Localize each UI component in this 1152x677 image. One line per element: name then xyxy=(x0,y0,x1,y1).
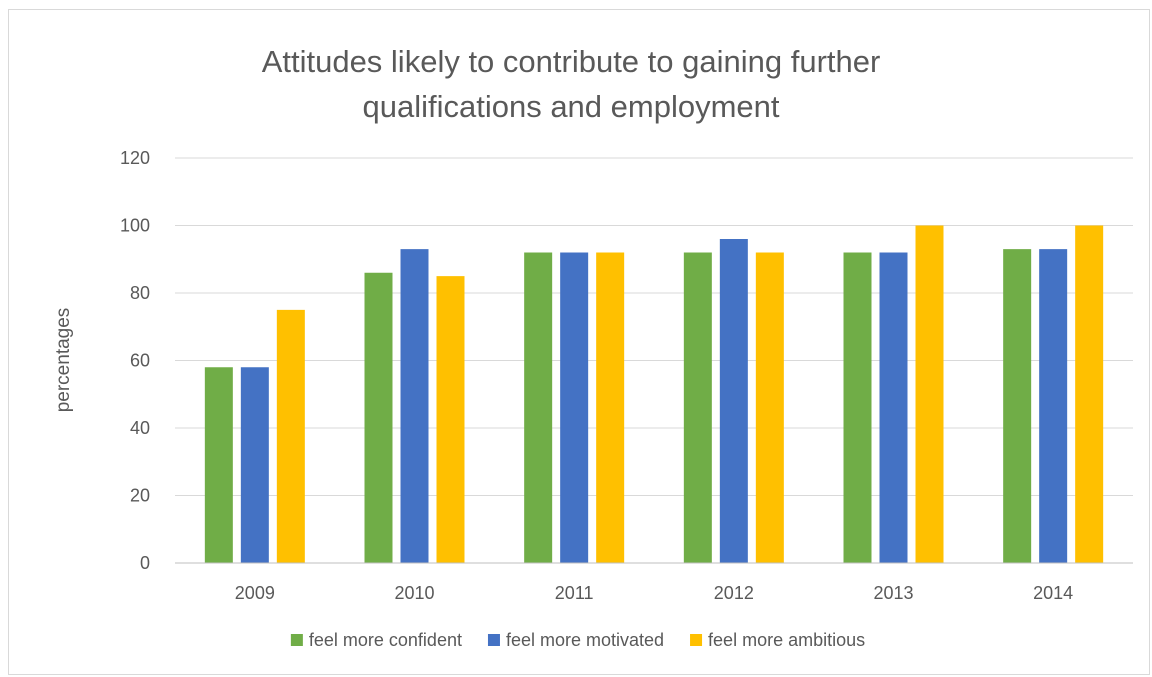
bar xyxy=(915,225,944,563)
x-tick-label: 2009 xyxy=(235,583,275,603)
y-tick-label: 0 xyxy=(140,553,150,573)
legend-swatch xyxy=(487,634,500,646)
bar xyxy=(596,252,625,563)
bar xyxy=(560,252,589,563)
bar xyxy=(240,367,269,563)
y-tick-label: 120 xyxy=(120,148,150,168)
bar xyxy=(843,252,872,563)
y-axis-title: percentages xyxy=(53,308,74,413)
legend-swatch xyxy=(690,634,703,646)
bar xyxy=(1039,249,1068,563)
bar xyxy=(879,252,908,563)
gridlines xyxy=(175,157,1133,496)
y-tick-label: 100 xyxy=(120,216,150,236)
bar xyxy=(276,309,305,563)
bar xyxy=(524,252,553,563)
x-tick-label: 2011 xyxy=(555,583,594,603)
x-tick-label: 2013 xyxy=(873,583,913,603)
chart-title-line-1: Attitudes likely to contribute to gainin… xyxy=(262,44,881,79)
axes: 0 20 40 60 80 100 120 2009 2010 2011 2012 2013 2014 xyxy=(120,148,1133,603)
legend-label: feel more ambitious xyxy=(708,630,865,650)
legend-swatch xyxy=(290,634,303,646)
bar xyxy=(204,367,233,563)
y-tick-label: 60 xyxy=(130,351,150,371)
y-tick-label: 20 xyxy=(130,486,150,506)
bar xyxy=(436,276,465,563)
x-tick-label: 2010 xyxy=(394,583,434,603)
bar xyxy=(719,239,748,563)
chart-title-line-2: qualifications and employment xyxy=(362,89,779,124)
x-tick-label: 2012 xyxy=(714,583,754,603)
y-tick-label: 80 xyxy=(130,283,150,303)
legend-label: feel more confident xyxy=(309,630,462,650)
bar xyxy=(1075,225,1104,563)
y-tick-label: 40 xyxy=(130,418,150,438)
bar xyxy=(400,249,429,563)
x-tick-label: 2014 xyxy=(1033,583,1073,603)
bar xyxy=(364,272,393,563)
bars xyxy=(204,225,1104,563)
bar xyxy=(1003,249,1032,563)
legend-label: feel more motivated xyxy=(506,630,664,650)
legend: feel more confident feel more motivated fe… xyxy=(290,630,865,650)
bar xyxy=(755,252,784,563)
bar xyxy=(683,252,712,563)
